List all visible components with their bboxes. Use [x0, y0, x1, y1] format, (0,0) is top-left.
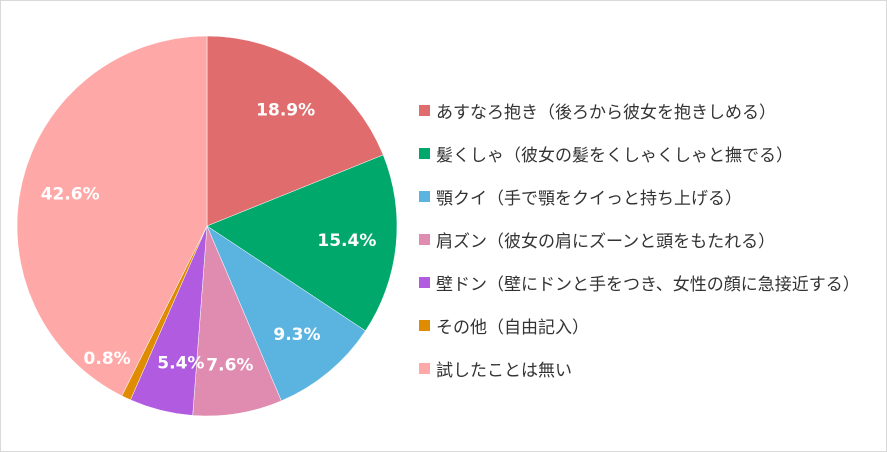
legend-swatch [419, 234, 430, 245]
legend-item: 肩ズン（彼女の肩にズーンと頭をもたれる） [419, 218, 860, 261]
legend-swatch [419, 191, 430, 202]
legend-label: 肩ズン（彼女の肩にズーンと頭をもたれる） [436, 232, 776, 252]
data-label: 5.4% [157, 353, 204, 373]
legend-label: その他（自由記入） [436, 318, 589, 338]
legend-label: 髪くしゃ（彼女の髪をくしゃくしゃと撫でる） [436, 146, 793, 166]
data-label: 9.3% [273, 325, 320, 345]
legend-label: あすなろ抱き（後ろから彼女を抱きしめる） [436, 103, 776, 123]
pie-slice [206, 154, 398, 332]
legend-item: 壁ドン（壁にドンと手をつき、女性の顔に急接近する） [419, 261, 860, 304]
legend-item: あすなろ抱き（後ろから彼女を抱きしめる） [419, 89, 860, 132]
legend-item: その他（自由記入） [419, 304, 860, 347]
legend-item: 試したことは無い [419, 347, 860, 390]
pie-slice [16, 35, 208, 397]
legend-item: 髪くしゃ（彼女の髪をくしゃくしゃと撫でる） [419, 132, 860, 175]
legend-swatch [419, 105, 430, 116]
legend-swatch [419, 277, 430, 288]
legend-label: 顎クイ（手で顎をクイっと持ち上げる） [436, 189, 742, 209]
legend-swatch [419, 363, 430, 374]
pie-slice [206, 225, 366, 402]
data-label: 7.6% [206, 356, 253, 376]
data-label: 0.8% [84, 349, 131, 369]
data-label: 15.4% [317, 231, 376, 251]
legend-label: 壁ドン（壁にドンと手をつき、女性の顔に急接近する） [436, 275, 860, 295]
data-label: 18.9% [256, 100, 315, 120]
legend-label: 試したことは無い [436, 361, 572, 381]
pie-slice [206, 35, 384, 227]
legend-swatch [419, 148, 430, 159]
data-label: 42.6% [41, 185, 100, 205]
legend-swatch [419, 320, 430, 331]
legend: あすなろ抱き（後ろから彼女を抱きしめる） 髪くしゃ（彼女の髪をくしゃくしゃと撫でる… [419, 89, 860, 390]
legend-item: 顎クイ（手で顎をクイっと持ち上げる） [419, 175, 860, 218]
